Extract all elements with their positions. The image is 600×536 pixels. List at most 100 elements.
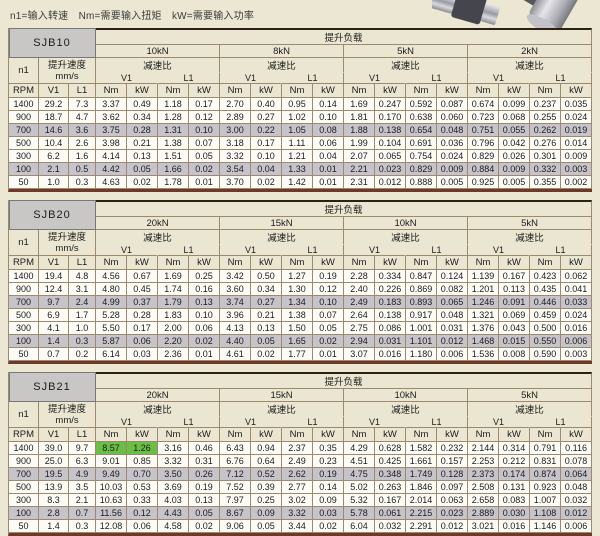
value-cell: 3.44 — [282, 520, 314, 533]
nm-unit-header: Nm — [406, 84, 438, 98]
value-cell: 0.226 — [375, 283, 407, 296]
value-cell: 1.749 — [406, 468, 438, 481]
rpm-cell: 1400 — [9, 270, 39, 283]
load-column-header: 2kN — [468, 45, 593, 58]
v1-unit-header: V1 — [39, 256, 69, 270]
kw-unit-header: kW — [561, 84, 593, 98]
value-cell: 2.144 — [468, 442, 500, 455]
value-cell: 0.917 — [406, 309, 438, 322]
value-cell: 0.006 — [561, 335, 593, 348]
value-cell: 2.49 — [344, 296, 376, 309]
nm-unit-header: Nm — [530, 428, 562, 442]
value-cell: 2.89 — [220, 111, 252, 124]
value-cell: 0.03 — [313, 507, 345, 520]
spec-table-sjb10: SJB10 提升负载 10kN 8kN 5kN 2kN n1 提升速度 mm/s… — [8, 28, 593, 192]
value-cell: 0.055 — [499, 124, 531, 137]
value-cell: 2.253 — [468, 455, 500, 468]
l1-subheader: L1 — [406, 245, 469, 256]
value-cell: 5.87 — [96, 335, 128, 348]
kw-unit-header: kW — [313, 428, 345, 442]
value-cell: 3.32 — [220, 150, 252, 163]
value-cell: 0.10 — [189, 124, 221, 137]
value-cell: 0.02 — [313, 520, 345, 533]
value-cell: 2.889 — [468, 507, 500, 520]
value-cell: 0.10 — [251, 150, 283, 163]
model-label: SJB20 — [9, 200, 97, 230]
value-cell: 1.101 — [406, 335, 438, 348]
ratio-header: 减速比 — [220, 230, 345, 245]
value-cell: 4.03 — [158, 494, 190, 507]
value-cell: 0.3 — [69, 335, 97, 348]
value-cell: 0.26 — [189, 468, 221, 481]
load-column-header: 20kN — [96, 217, 221, 230]
ratio-header: 减速比 — [220, 58, 345, 73]
kw-unit-header: kW — [499, 428, 531, 442]
value-cell: 0.014 — [561, 137, 593, 150]
kw-unit-header: kW — [127, 256, 159, 270]
value-cell: 6.2 — [39, 150, 69, 163]
value-cell: 2.215 — [406, 507, 438, 520]
value-cell: 0.116 — [561, 442, 593, 455]
value-cell: 0.22 — [251, 124, 283, 137]
value-cell: 0.334 — [375, 270, 407, 283]
value-cell: 0.53 — [127, 481, 159, 494]
value-cell: 0.043 — [499, 322, 531, 335]
value-cell: 0.17 — [127, 322, 159, 335]
value-cell: 0.183 — [375, 296, 407, 309]
l1-subheader: L1 — [406, 417, 469, 428]
value-cell: 3.32 — [158, 455, 190, 468]
value-cell: 2.4 — [69, 296, 97, 309]
value-cell: 0.086 — [375, 322, 407, 335]
value-cell: 0.031 — [437, 322, 469, 335]
value-cell: 4.7 — [69, 111, 97, 124]
value-cell: 0.131 — [499, 481, 531, 494]
value-cell: 0.754 — [406, 150, 438, 163]
value-cell: 0.113 — [499, 283, 531, 296]
kw-unit-header: kW — [437, 428, 469, 442]
speed-header: 提升速度 mm/s — [39, 230, 97, 256]
load-column-header: 5kN — [468, 389, 593, 402]
l1-subheader: L1 — [530, 245, 593, 256]
speed-header-label: 提升速度 — [48, 59, 87, 71]
value-cell: 11.56 — [96, 507, 128, 520]
value-cell: 0.28 — [127, 309, 159, 322]
ratio-header: 减速比 — [468, 230, 593, 245]
value-cell: 0.831 — [530, 455, 562, 468]
kw-unit-header: kW — [251, 428, 283, 442]
value-cell: 0.097 — [437, 481, 469, 494]
value-cell: 1.21 — [282, 150, 314, 163]
value-cell: 1.0 — [69, 322, 97, 335]
value-cell: 0.31 — [189, 455, 221, 468]
value-cell: 0.036 — [437, 137, 469, 150]
value-cell: 1.27 — [282, 270, 314, 283]
value-cell: 1.83 — [158, 309, 190, 322]
value-cell: 2.28 — [344, 270, 376, 283]
v1-unit-header: V1 — [39, 84, 69, 98]
model-label: SJB21 — [9, 372, 97, 402]
nm-unit-header: Nm — [530, 84, 562, 98]
value-cell: 0.124 — [437, 270, 469, 283]
load-column-header: 15kN — [220, 389, 345, 402]
table-row: 50 1.4 0.3 12.08 0.06 4.58 0.02 9.06 0.05 3.44 0.0… — [9, 520, 593, 533]
value-cell: 2.373 — [468, 468, 500, 481]
value-cell: 0.078 — [561, 455, 593, 468]
value-cell: 0.04 — [251, 163, 283, 176]
rpm-unit-header: RPM — [9, 84, 39, 98]
value-cell: 1.51 — [158, 150, 190, 163]
value-cell: 1.108 — [530, 507, 562, 520]
value-cell: 4.14 — [96, 150, 128, 163]
nm-unit-header: Nm — [158, 256, 190, 270]
ratio-header: 减速比 — [96, 58, 221, 73]
load-column-header: 5kN — [468, 217, 593, 230]
value-cell: 0.796 — [468, 137, 500, 150]
value-cell: 0.332 — [530, 163, 562, 176]
spec-table-sjb21: SJB21 提升负载 20kN 15kN 10kN 5kN n1 提升速度 mm… — [8, 372, 593, 536]
kw-unit-header: kW — [189, 256, 221, 270]
value-cell: 1.38 — [158, 137, 190, 150]
value-cell: 0.167 — [499, 270, 531, 283]
value-cell: 0.7 — [39, 348, 69, 361]
value-cell: 0.032 — [375, 520, 407, 533]
value-cell: 0.446 — [530, 296, 562, 309]
value-cell: 0.13 — [189, 494, 221, 507]
value-cell: 9.01 — [96, 455, 128, 468]
